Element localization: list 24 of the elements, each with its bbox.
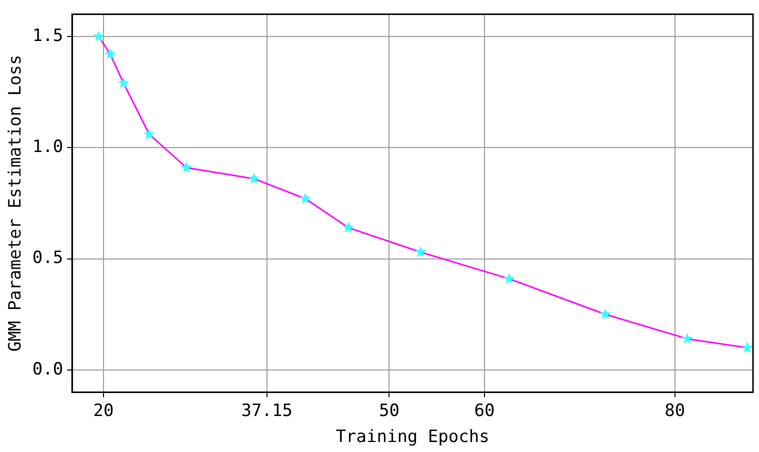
point: [104, 48, 116, 60]
point: [93, 30, 104, 42]
point: [504, 272, 515, 284]
point: [248, 172, 260, 184]
point: [118, 77, 130, 88]
x-axis-title: Training Epochs: [336, 427, 490, 448]
y-axis-title: GMM Parameter Estimation Loss: [6, 54, 26, 352]
y-tick-label: 1.0: [32, 137, 64, 158]
point: [682, 332, 693, 344]
point: [742, 342, 753, 353]
y-tick-label: 0.0: [32, 359, 64, 380]
y-tick-label: 0.5: [32, 248, 64, 268]
point: [342, 222, 354, 233]
x-tick-label: 60: [474, 400, 495, 421]
x-tick-label: 50: [378, 400, 400, 421]
y-tick-label: 1.5: [32, 26, 64, 46]
point: [414, 246, 426, 257]
point: [144, 128, 155, 140]
x-tick-label: 80: [664, 400, 686, 421]
x-tick-label: 37.15: [241, 400, 292, 421]
point: [600, 308, 612, 320]
point: [300, 192, 312, 204]
point: [180, 162, 192, 172]
x-tick-label: 20: [93, 400, 114, 421]
